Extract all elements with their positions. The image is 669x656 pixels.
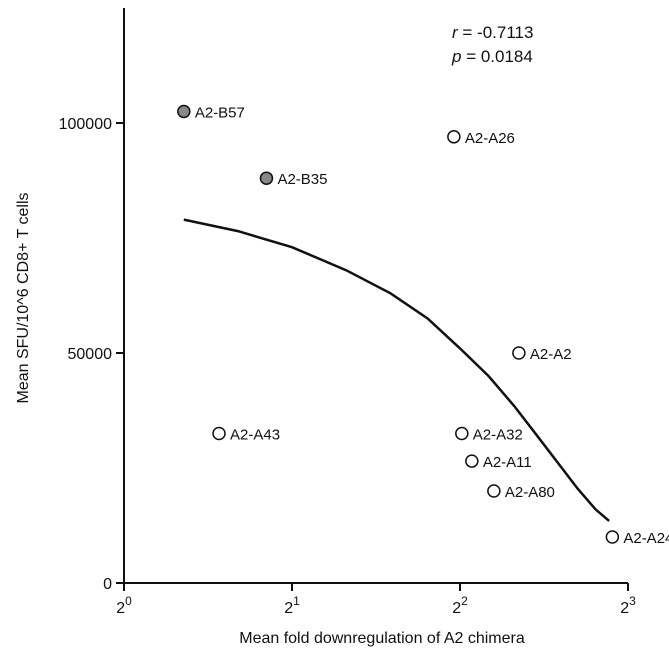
x-axis-label: Mean fold downregulation of A2 chimera (239, 630, 525, 647)
data-point (447, 130, 461, 144)
x-tick-label: 23 (620, 594, 636, 617)
data-point (177, 104, 191, 119)
r-statistic: r = -0.7113 (452, 23, 533, 42)
point-label: A2-A11 (483, 454, 532, 471)
point-label: A2-A32 (473, 427, 523, 444)
data-point (465, 454, 479, 468)
data-point (259, 171, 274, 185)
point-label: A2-A80 (505, 484, 555, 501)
p-symbol: p (451, 47, 461, 66)
y-tick-label: 50000 (68, 346, 113, 363)
data-point (512, 346, 526, 360)
point-label: A2-A24 (623, 530, 669, 547)
x-axis-ticks: 20 21 22 23 (116, 583, 636, 617)
y-axis-ticks: 0 50000 100000 (59, 116, 124, 593)
x-tick-label: 21 (284, 594, 300, 617)
data-point (605, 530, 620, 544)
y-tick-label: 0 (103, 576, 112, 593)
data-points: A2-B57 A2-B35 A2-A43 A2-A26 A2-A2 A2-A32 A2-A1… (177, 104, 669, 547)
point-label: A2-A43 (230, 427, 280, 444)
point-label: A2-B35 (277, 171, 327, 188)
y-axis-label: Mean SFU/10^6 CD8+ T cells (15, 192, 32, 403)
p-statistic: p = 0.0184 (451, 47, 533, 66)
fit-curve (183, 218, 610, 522)
r-symbol: r (452, 23, 459, 42)
y-tick-label: 100000 (59, 116, 112, 133)
data-point (212, 426, 226, 441)
data-point (455, 426, 469, 441)
data-point (487, 484, 501, 498)
point-label: A2-A26 (465, 130, 515, 147)
point-label: A2-B57 (195, 105, 245, 122)
p-value: = 0.0184 (461, 47, 532, 66)
point-label: A2-A2 (530, 346, 572, 363)
x-tick-label: 22 (452, 594, 468, 617)
x-tick-label: 20 (116, 594, 132, 617)
r-value: = -0.7113 (458, 23, 534, 42)
